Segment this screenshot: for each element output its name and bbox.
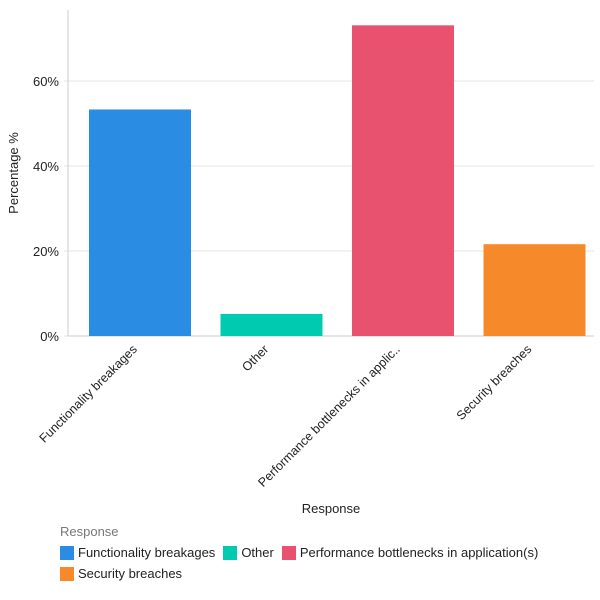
y-tick-label: 20% [33,244,59,259]
y-tick-label: 0% [40,329,59,344]
x-tick-label: Performance bottlenecks in applic.. [255,342,402,489]
x-tick-label: Functionality breakages [37,342,140,445]
bar [89,109,191,336]
legend-item[interactable]: Other [223,545,274,560]
x-axis-title: Response [302,501,361,516]
x-tick-label: Other [239,342,271,374]
legend-swatch [281,545,296,560]
bar [220,313,323,336]
y-tick-label: 60% [33,74,59,89]
legend-title: Response [60,524,119,539]
legend: Response Functionality breakages Other Per… [60,524,580,581]
legend-item[interactable]: Performance bottlenecks in application(s… [281,545,539,560]
legend-swatch [60,566,74,581]
bar [483,244,586,336]
legend-swatch [60,545,74,560]
legend-swatch [223,545,238,560]
legend-item[interactable]: Security breaches [60,566,182,581]
legend-item[interactable]: Functionality breakages [60,545,215,560]
bar-chart: 0%20%40%60%Functionality breakages OtherP… [6,10,594,516]
bar [352,25,454,336]
legend-label: Other [241,545,274,560]
legend-label: Functionality breakages [78,545,216,560]
y-axis-title: Percentage % [6,132,21,214]
legend-label: Security breaches [78,566,183,581]
x-tick-label: Security breaches [454,342,535,423]
legend-label: Performance bottlenecks in application(s… [299,545,539,560]
y-tick-label: 40% [33,159,59,174]
